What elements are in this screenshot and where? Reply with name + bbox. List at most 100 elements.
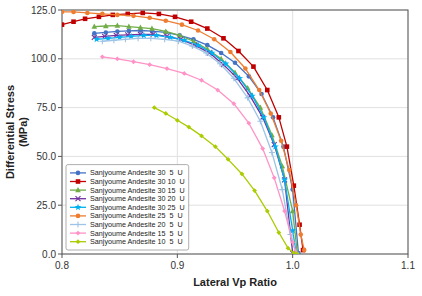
legend-box (66, 165, 189, 250)
y-axis-label: Differential Stress(MPa) (4, 85, 29, 179)
point (115, 29, 120, 34)
point (62, 22, 64, 27)
point (157, 12, 162, 17)
point (236, 75, 243, 82)
point (103, 23, 109, 28)
point (268, 111, 273, 116)
point (265, 209, 270, 214)
legend-marker (76, 179, 81, 184)
point (260, 146, 265, 151)
point (153, 32, 160, 39)
x-axis-label: Lateral Vp Ratio (193, 276, 277, 288)
y-axis-label-line: (MPa) (17, 117, 29, 147)
point (221, 36, 226, 41)
series (62, 11, 305, 253)
point (302, 248, 307, 253)
point (140, 11, 145, 16)
point (226, 157, 231, 162)
legend-marker (75, 204, 82, 211)
point (246, 121, 251, 126)
y-tick-label: 50.0 (37, 151, 57, 162)
point (83, 16, 88, 21)
point (122, 36, 128, 42)
point (228, 50, 233, 55)
point (173, 15, 178, 20)
point (240, 172, 245, 177)
y-tick (58, 10, 62, 11)
point (85, 11, 90, 16)
point (298, 232, 303, 237)
point (93, 36, 100, 43)
y-tick (58, 205, 62, 206)
point (205, 26, 210, 31)
point (100, 54, 105, 59)
point (147, 62, 152, 67)
point (213, 144, 218, 149)
point (251, 64, 256, 69)
y-tick-label: 25.0 (37, 200, 57, 211)
y-tick (58, 254, 62, 255)
point (257, 118, 263, 124)
legend-item: Sanjyoume Andesite 10 5 U (70, 237, 183, 246)
grid (62, 10, 408, 254)
point (279, 138, 284, 143)
point (180, 22, 185, 27)
legend-marker (75, 222, 81, 228)
point (126, 24, 132, 29)
point (127, 29, 132, 34)
point (115, 56, 120, 61)
point (269, 149, 275, 155)
point (265, 88, 270, 93)
plot-background (62, 10, 408, 254)
point (165, 66, 170, 71)
point (199, 134, 204, 139)
point (111, 37, 117, 43)
point (219, 51, 224, 56)
point (272, 175, 277, 180)
y-tick-label: 100.0 (31, 53, 56, 64)
point (175, 118, 180, 123)
point (175, 38, 181, 44)
x-tick (62, 254, 63, 258)
point (233, 60, 238, 65)
y-axis-label-line: Differential Stress (4, 85, 16, 179)
series-line (62, 13, 303, 250)
point (99, 38, 105, 44)
point (131, 59, 136, 64)
legend-marker (76, 214, 81, 219)
x-tick (177, 254, 178, 258)
legend-label: Sanjyoume Andesite 10 5 U (90, 237, 183, 246)
point (272, 143, 279, 150)
y-tick (58, 107, 62, 108)
point (135, 35, 141, 41)
point (131, 14, 136, 19)
point (100, 12, 105, 17)
point (290, 208, 296, 213)
point (164, 18, 169, 23)
x-tick (408, 254, 409, 258)
point (71, 10, 76, 14)
point (243, 66, 248, 71)
y-tick (58, 156, 62, 157)
point (149, 26, 155, 31)
point (217, 61, 223, 67)
legend-marker (76, 171, 81, 176)
point (199, 78, 204, 83)
chart: 0.80.91.01.10.025.050.075.0100.0125.0Lat… (0, 0, 422, 296)
point (222, 60, 229, 67)
point (281, 176, 288, 183)
point (152, 105, 157, 110)
point (189, 19, 194, 24)
point (231, 101, 236, 106)
point (245, 95, 251, 101)
point (177, 32, 183, 37)
point (115, 13, 120, 18)
point (147, 16, 152, 21)
point (104, 30, 109, 35)
point (236, 49, 241, 54)
point (115, 23, 121, 28)
x-tick-label: 1.0 (286, 260, 300, 271)
point (287, 168, 292, 173)
point (196, 28, 201, 33)
point (231, 75, 237, 81)
